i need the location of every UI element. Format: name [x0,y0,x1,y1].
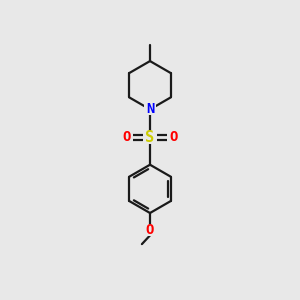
FancyBboxPatch shape [120,131,133,143]
Text: O: O [122,130,130,144]
FancyBboxPatch shape [142,131,158,144]
Text: O: O [169,130,178,144]
Text: S: S [146,130,154,145]
FancyBboxPatch shape [143,103,157,115]
Text: N: N [146,102,154,116]
Text: O: O [146,223,154,237]
FancyBboxPatch shape [167,131,180,143]
FancyBboxPatch shape [143,224,157,236]
